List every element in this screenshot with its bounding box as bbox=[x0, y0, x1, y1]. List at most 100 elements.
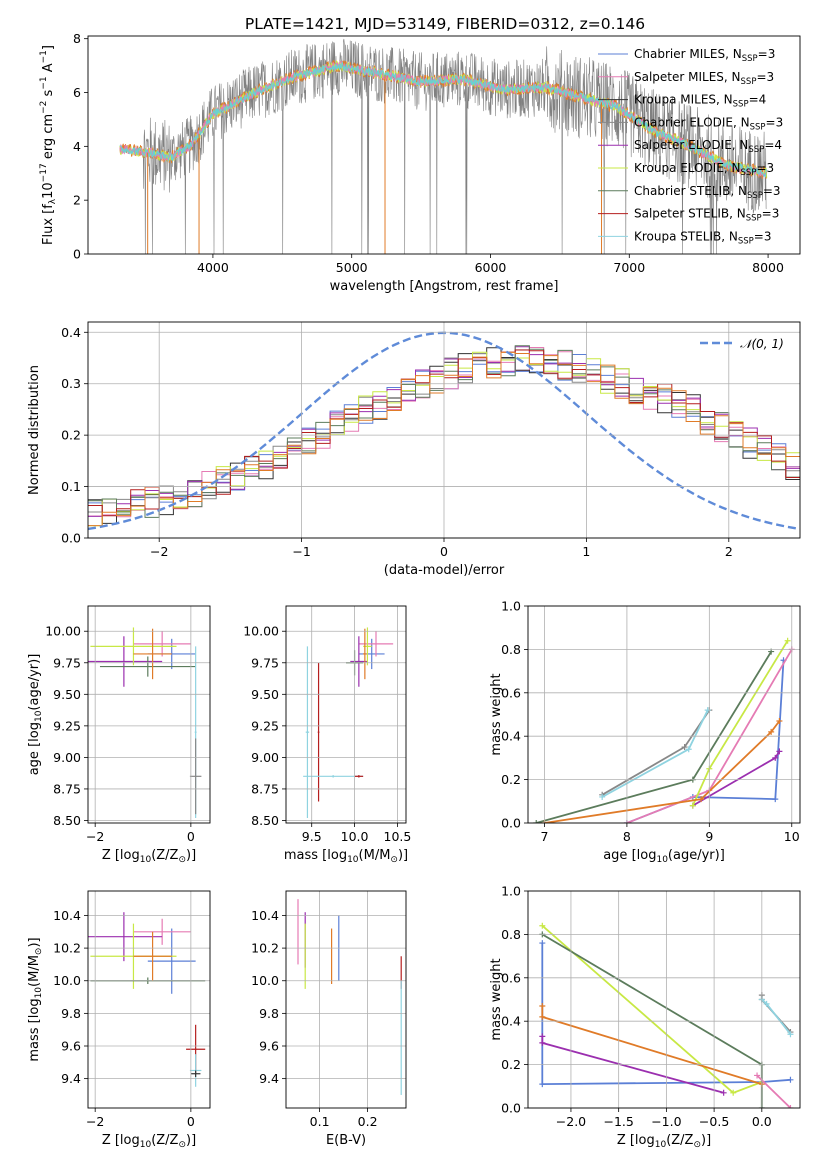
tick-label-y: 10.2 bbox=[53, 941, 81, 956]
tick-label-y: 9.50 bbox=[251, 687, 279, 702]
tick-label-y: 9.8 bbox=[259, 1006, 279, 1021]
tick-label-y: 0.8 bbox=[501, 642, 521, 657]
axes-residuals: −2 −1 0 1 2 0.0 0.1 0.2 0.3 0.4 (data-model)/error… bbox=[27, 321, 801, 578]
tick-label-y: 9.8 bbox=[61, 1006, 81, 1021]
errorbar-point bbox=[133, 631, 191, 657]
legend-entry-normal: 𝒩(0, 1) bbox=[740, 337, 784, 351]
series-line bbox=[599, 707, 713, 798]
tick-label-y: 10.00 bbox=[45, 624, 81, 639]
tick-label-x: 10.0 bbox=[341, 829, 369, 844]
tick-label-x: 8 bbox=[623, 829, 631, 844]
spectrum-model-line bbox=[119, 60, 768, 178]
axes-age-vs-mass: 9.5 10.0 10.5 8.50 8.75 9.00 9.25 9.50 9.75 10.00… bbox=[243, 605, 412, 865]
legend-entry: Salpeter ELODIE, NSSP=4 bbox=[634, 138, 782, 155]
tick-label-x: 4000 bbox=[197, 260, 229, 275]
legend-entry: Salpeter STELIB, NSSP=3 bbox=[634, 207, 779, 224]
x-axis-label: age [log10​(age/yr)] bbox=[603, 848, 725, 865]
series-line bbox=[539, 922, 765, 1096]
tick-label-y: 2 bbox=[73, 193, 81, 208]
series-marker bbox=[685, 746, 692, 753]
series-marker bbox=[768, 728, 775, 735]
tick-label-x: 9.5 bbox=[302, 829, 322, 844]
spectrum-model-line bbox=[119, 61, 768, 178]
x-axis-label: Z [log10​(Z/Z⊙​)] bbox=[102, 1133, 196, 1150]
series-marker bbox=[539, 922, 546, 929]
tick-label-x: −2 bbox=[150, 544, 168, 559]
series-marker bbox=[539, 1013, 546, 1020]
tick-label-x: −0.5 bbox=[699, 1114, 729, 1129]
series-marker bbox=[754, 1072, 761, 1079]
tick-label-y: 0.4 bbox=[501, 1014, 521, 1029]
tick-label-y: 8 bbox=[73, 31, 81, 46]
errorbar-point bbox=[133, 918, 191, 945]
tick-label-x: −2.0 bbox=[556, 1114, 586, 1129]
y-axis-label: age [log10​(age/yr)] bbox=[27, 654, 44, 776]
tick-label-y: 9.75 bbox=[251, 655, 279, 670]
legend-entry: Salpeter MILES, NSSP=3 bbox=[634, 70, 774, 87]
axes-mass-vs-EBV: 0.1 0.2 9.4 9.6 9.8 10.0 10.2 10.4 E(B-V) bbox=[251, 890, 407, 1148]
errorbar-point bbox=[99, 656, 196, 677]
errorbar-point bbox=[189, 738, 202, 815]
errorbar-point bbox=[190, 1070, 201, 1077]
plot-area-mass-vs-Z bbox=[88, 912, 206, 1087]
legend-entry: Kroupa ELODIE, NSSP=3 bbox=[634, 161, 774, 178]
series-line bbox=[758, 992, 794, 1036]
legend-entry: Chabrier STELIB, NSSP=3 bbox=[634, 184, 781, 201]
errorbar-point bbox=[133, 931, 172, 981]
x-axis-label: (data-model)/error bbox=[384, 563, 505, 578]
errorbar-point bbox=[133, 628, 172, 680]
axes-frame bbox=[87, 35, 801, 255]
series-path bbox=[541, 925, 763, 1094]
tick-label-y: 1.0 bbox=[501, 884, 521, 899]
tick-label-y: 8.50 bbox=[53, 813, 81, 828]
axes-mass-weight-vs-Z: −2.0 −1.5 −1.0 −0.5 0.0 0.0 0.2 0.4 0.6 0.8 1.0 Z [… bbox=[489, 884, 801, 1150]
x-axis-label: Z [log10​(Z/Z⊙​)] bbox=[617, 1133, 711, 1150]
tick-label-x: 0 bbox=[187, 829, 195, 844]
tick-label-y: 0.3 bbox=[61, 376, 81, 391]
series-marker bbox=[787, 1105, 794, 1108]
tick-label-y: 0.6 bbox=[501, 970, 521, 985]
tick-label-y: 10.0 bbox=[251, 973, 279, 988]
y-axis-label: mass weight bbox=[489, 958, 504, 1040]
tick-label-y: 9.00 bbox=[251, 750, 279, 765]
tick-label-x: 0.0 bbox=[752, 1114, 772, 1129]
series-marker bbox=[772, 754, 779, 761]
series-path bbox=[756, 1074, 792, 1108]
tick-label-x: 2 bbox=[725, 544, 733, 559]
axes-frame bbox=[87, 321, 801, 539]
plot-area-mass-vs-EBV bbox=[297, 899, 402, 1095]
series-marker bbox=[539, 1039, 546, 1046]
tick-label-y: 0.6 bbox=[501, 685, 521, 700]
tick-label-y: 0.0 bbox=[61, 531, 81, 546]
spectrum-legend: Chabrier MILES, NSSP=3 Salpeter MILES, NS… bbox=[598, 47, 783, 246]
series-path bbox=[601, 709, 709, 798]
legend-entry: Chabrier ELODIE, NSSP=3 bbox=[634, 115, 783, 132]
axes-frame bbox=[285, 605, 407, 824]
series-marker bbox=[599, 793, 606, 800]
errorbar-point bbox=[88, 912, 163, 962]
tick-label-y: 10.00 bbox=[243, 624, 279, 639]
tick-label-y: 10.0 bbox=[53, 973, 81, 988]
tick-label-y: 9.4 bbox=[259, 1071, 279, 1086]
errorbar-point bbox=[354, 775, 364, 778]
x-axis-label: Z [log10​(Z/Z⊙​)] bbox=[102, 848, 196, 865]
tick-label-y: 0.2 bbox=[61, 428, 81, 443]
legend-entry: Chabrier MILES, NSSP=3 bbox=[634, 47, 775, 64]
errorbar-point bbox=[358, 631, 394, 657]
axes-frame bbox=[87, 605, 211, 824]
series-marker bbox=[698, 796, 705, 803]
tick-label-y: 8.50 bbox=[251, 813, 279, 828]
tick-label-x: 10.5 bbox=[384, 829, 412, 844]
axes-mass-weight-vs-age: 7 8 9 10 0.0 0.2 0.4 0.6 0.8 1.0 age [log10​(age/y… bbox=[489, 599, 801, 865]
tick-label-y: 9.6 bbox=[61, 1039, 81, 1054]
tick-label-x: 0.1 bbox=[310, 1114, 330, 1129]
tick-label-x: 5000 bbox=[336, 260, 368, 275]
axes-age-vs-Z: −2 0 8.50 8.75 9.00 9.25 9.50 9.75 10.00 Z [log10… bbox=[27, 605, 211, 865]
series-marker bbox=[689, 802, 696, 809]
axes-spectrum: 4000 5000 6000 7000 8000 0 2 4 6 8 wavelength [Ang… bbox=[39, 31, 801, 294]
series-path bbox=[691, 640, 789, 806]
axes-frame bbox=[285, 890, 407, 1109]
tick-label-x: −1 bbox=[292, 544, 310, 559]
legend-entry: Kroupa STELIB, NSSP=3 bbox=[634, 229, 772, 246]
